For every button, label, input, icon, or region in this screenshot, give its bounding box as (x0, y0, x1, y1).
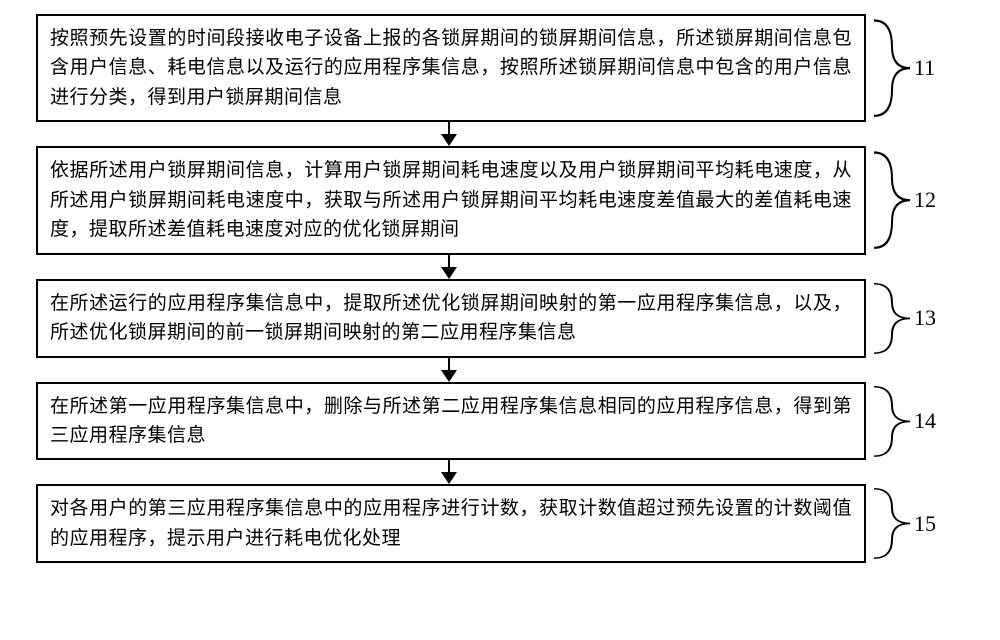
step-box: 在所述第一应用程序集信息中，删除与所述第二应用程序集信息相同的应用程序信息，得到… (36, 382, 866, 461)
brace-icon (872, 279, 912, 358)
step-box: 依据所述用户锁屏期间信息，计算用户锁屏期间耗电速度以及用户锁屏期间平均耗电速度，… (36, 146, 866, 254)
step-box: 按照预先设置的时间段接收电子设备上报的各锁屏期间的锁屏期间信息，所述锁屏期间信息… (36, 14, 866, 122)
step-box: 在所述运行的应用程序集信息中，提取所述优化锁屏期间映射的第一应用程序集信息，以及… (36, 279, 866, 358)
step-number: 12 (914, 189, 936, 211)
step-row: 依据所述用户锁屏期间信息，计算用户锁屏期间耗电速度以及用户锁屏期间平均耗电速度，… (36, 146, 952, 254)
step-row: 在所述运行的应用程序集信息中，提取所述优化锁屏期间映射的第一应用程序集信息，以及… (36, 279, 952, 358)
brace-icon (872, 146, 912, 254)
brace-icon (872, 14, 912, 122)
step-box: 对各用户的第三应用程序集信息中的应用程序进行计数，获取计数值超过预先设置的计数阈… (36, 484, 866, 563)
arrow-down-icon (441, 358, 457, 382)
flowchart: 按照预先设置的时间段接收电子设备上报的各锁屏期间的锁屏期间信息，所述锁屏期间信息… (0, 0, 1000, 577)
step-number: 13 (914, 307, 936, 329)
step-number: 14 (914, 410, 936, 432)
brace-icon (872, 382, 912, 461)
arrow-down-icon (441, 460, 457, 484)
step-row: 对各用户的第三应用程序集信息中的应用程序进行计数，获取计数值超过预先设置的计数阈… (36, 484, 952, 563)
step-row: 在所述第一应用程序集信息中，删除与所述第二应用程序集信息相同的应用程序信息，得到… (36, 382, 952, 461)
arrow-down-icon (441, 122, 457, 146)
step-row: 按照预先设置的时间段接收电子设备上报的各锁屏期间的锁屏期间信息，所述锁屏期间信息… (36, 14, 952, 122)
step-number: 11 (914, 57, 935, 79)
brace-icon (872, 484, 912, 563)
step-number: 15 (914, 513, 936, 535)
arrow-down-icon (441, 255, 457, 279)
